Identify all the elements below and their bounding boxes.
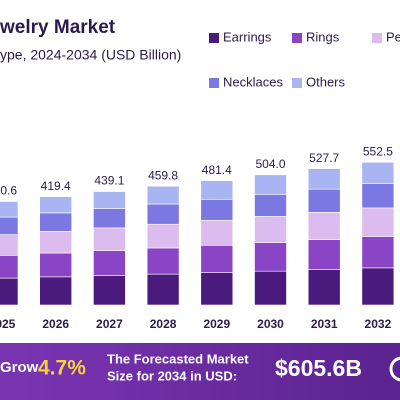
value-label: 439.1 [94,174,124,188]
bar-segment [146,273,180,306]
x-tick-label: 2031 [311,317,338,331]
x-tick-label: 2027 [96,317,123,331]
bar-segment [0,201,19,218]
value-label: 504.0 [255,157,285,171]
bar-segment [93,227,126,251]
bar-segment [254,242,287,272]
bar-segment [200,198,234,221]
banner-lead: Grow [0,359,39,376]
bar-segment [93,275,126,306]
legend-swatch [209,78,219,88]
bar-segment [254,174,287,195]
value-label: 419.4 [41,179,71,193]
bar-segment [361,236,395,269]
banner-text: The Forecasted Market [107,351,249,366]
legend-label: Necklaces [223,74,283,89]
bar-segment [93,191,126,209]
plot: 400.6 2025 419.4 2026 439.1 2027 459.8 2028 481.… [0,144,395,331]
bar-segment [307,269,341,306]
bar-segment [361,183,395,209]
legend-swatch [372,33,382,43]
x-tick-label: 2025 [0,317,16,331]
bar-segment [200,272,234,306]
bar-segment [146,203,180,225]
chart-subtitle: ype, 2024-2034 (USD Billion) [0,47,181,63]
bar-segment [307,212,341,240]
bar-segment [254,216,287,243]
banner-rate: 4.7% [38,357,86,380]
legend: Earrings Rings Pe Necklaces Others [209,29,400,89]
bar-segment [200,244,234,273]
bar-segment [0,277,19,306]
banner [0,343,400,400]
bar-segment [307,168,341,190]
x-tick-label: 2030 [257,317,284,331]
bar-segment [200,180,234,200]
bar-segment [0,255,19,279]
bar-segment [39,196,73,214]
bar-segment [39,231,73,254]
legend-swatch [292,78,302,88]
x-tick-label: 2032 [365,317,392,331]
bar-segment [361,161,395,184]
banner-text: Size for 2034 in USD: [107,368,237,383]
x-tick-label: 2026 [42,317,69,331]
legend-swatch [209,33,219,43]
legend-label: Earrings [223,29,272,44]
legend-label: Pe [386,29,400,44]
bar-segment [93,208,126,229]
bar-segment [39,212,73,232]
bar-segment [307,188,341,213]
bar-segment [200,220,234,246]
value-label: 400.6 [0,184,17,198]
bar-segment [146,247,180,275]
bar-segment [39,252,73,278]
value-label: 527.7 [309,151,339,165]
banner-amount: $605.6B [275,355,362,381]
banner-icon [389,356,400,382]
value-label: 459.8 [148,168,178,182]
chart-title: welry Market [0,17,116,38]
bar-segment [146,223,180,249]
bar-segment [307,239,341,270]
x-tick-label: 2028 [150,317,177,331]
bar-segment [0,216,19,235]
bar-segment [146,185,180,205]
bar-segment [361,267,395,306]
bar-segment [361,207,395,237]
x-tick-label: 2029 [203,317,230,331]
bar-segment [0,234,19,256]
legend-swatch [292,33,302,43]
bar-segment [93,250,126,276]
bar-segment [39,276,73,306]
value-label: 481.4 [202,163,232,177]
value-label: 552.5 [363,144,393,158]
bar-segment [254,270,287,306]
legend-label: Others [306,74,346,89]
bar-segment [254,194,287,217]
legend-label: Rings [306,29,340,44]
